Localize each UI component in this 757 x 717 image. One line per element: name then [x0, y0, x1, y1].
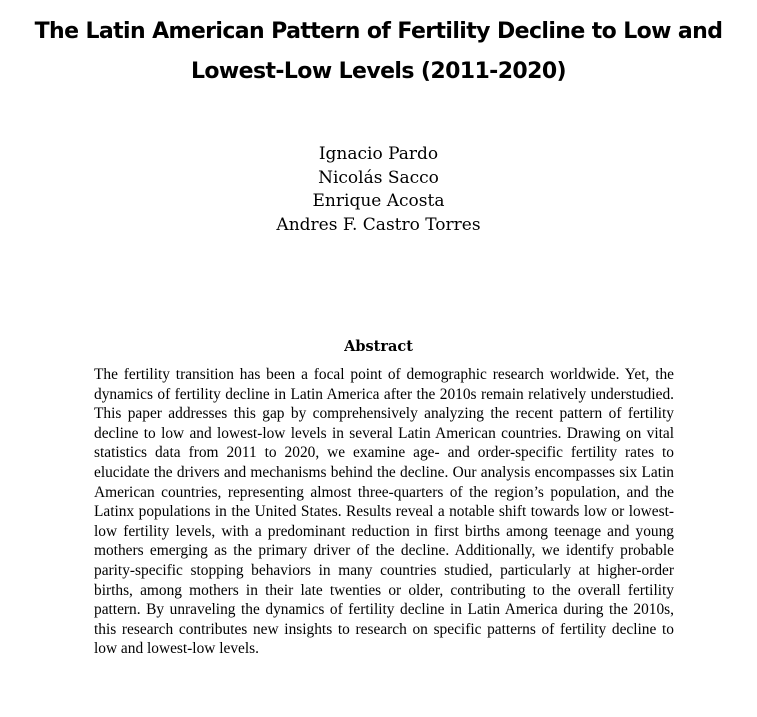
abstract-text: The fertility transition has been a foca…: [94, 366, 674, 658]
abstract-heading: Abstract: [344, 338, 413, 355]
author-name: Enrique Acosta: [312, 191, 445, 211]
author-list: Ignacio Pardo Nicolás Sacco Enrique Acos…: [0, 143, 757, 237]
paper-title: The Latin American Pattern of Fertility …: [34, 19, 723, 84]
author-name: Nicolás Sacco: [318, 167, 439, 188]
author-name: Ignacio Pardo: [318, 144, 439, 164]
author-name: Andres F. Castro Torres: [276, 214, 481, 235]
